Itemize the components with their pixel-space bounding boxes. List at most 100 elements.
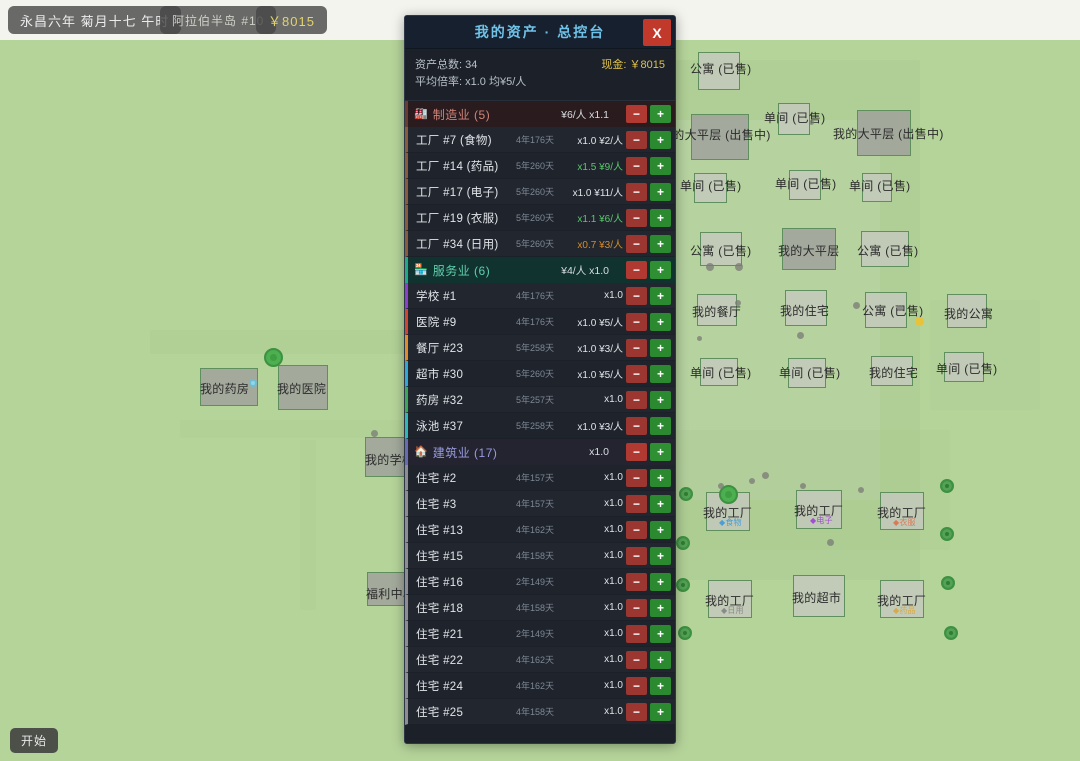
map-building-plot[interactable] [691,114,749,160]
map-building-plot[interactable] [700,358,738,386]
map-node-marker[interactable] [944,626,958,640]
asset-row[interactable]: 学校 #1 4年176天 x1.0− + [405,283,675,309]
asset-decrease-button[interactable]: − [626,598,647,617]
asset-decrease-button[interactable]: − [626,624,647,643]
section-increase-button[interactable]: + [650,443,671,461]
map-building-plot[interactable] [785,290,827,326]
map-building-plot[interactable] [367,572,409,606]
asset-increase-button[interactable]: + [650,234,671,253]
asset-row[interactable]: 住宅 #18 4年158天 x1.0− + [405,595,675,621]
asset-row[interactable]: 超市 #30 5年260天 x1.0 ¥5/人 − + [405,361,675,387]
asset-decrease-button[interactable]: − [626,676,647,695]
asset-decrease-button[interactable]: − [626,208,647,227]
map-building-plot[interactable] [788,358,826,388]
asset-decrease-button[interactable]: − [626,546,647,565]
map-building-plot[interactable] [782,228,836,270]
asset-row[interactable]: 工厂 #7 (食物) 4年176天 x1.0 ¥2/人 − + [405,127,675,153]
asset-increase-button[interactable]: + [650,520,671,539]
map-node-marker[interactable] [264,348,283,367]
asset-increase-button[interactable]: + [650,546,671,565]
map-node-marker[interactable] [676,536,690,550]
map-node-marker[interactable] [940,527,954,541]
asset-row[interactable]: 药房 #32 5年257天 x1.0− + [405,387,675,413]
asset-increase-button[interactable]: + [650,676,671,695]
asset-increase-button[interactable]: + [650,650,671,669]
asset-increase-button[interactable]: + [650,364,671,383]
asset-row[interactable]: 医院 #9 4年176天 x1.0 ¥5/人 − + [405,309,675,335]
asset-increase-button[interactable]: + [650,494,671,513]
asset-decrease-button[interactable]: − [626,286,647,305]
section-increase-button[interactable]: + [650,105,671,123]
asset-row[interactable]: 泳池 #37 5年258天 x1.0 ¥3/人 − + [405,413,675,439]
asset-decrease-button[interactable]: − [626,416,647,435]
asset-row[interactable]: 住宅 #25 4年158天 x1.0− + [405,699,675,725]
map-building-plot[interactable] [200,368,258,406]
asset-row[interactable]: 住宅 #24 4年162天 x1.0− + [405,673,675,699]
map-building-plot[interactable] [944,352,984,382]
asset-row[interactable]: 住宅 #15 4年158天 x1.0− + [405,543,675,569]
asset-row[interactable]: 住宅 #22 4年162天 x1.0− + [405,647,675,673]
map-building-plot[interactable] [857,110,911,156]
asset-increase-button[interactable]: + [650,338,671,357]
asset-decrease-button[interactable]: − [626,156,647,175]
close-icon[interactable]: X [643,19,671,46]
section-header-services[interactable]: 🏪 服务业 (6) ¥4/人 x1.0 − + [405,257,675,283]
asset-row[interactable]: 住宅 #16 2年149天 x1.0− + [405,569,675,595]
map-node-marker[interactable] [940,479,954,493]
map-building-plot[interactable] [880,580,924,618]
asset-increase-button[interactable]: + [650,156,671,175]
asset-decrease-button[interactable]: − [626,234,647,253]
map-building-plot[interactable] [694,173,727,203]
section-increase-button[interactable]: + [650,261,671,279]
map-building-plot[interactable] [708,580,752,618]
asset-increase-button[interactable]: + [650,286,671,305]
asset-row[interactable]: 住宅 #2 4年157天 x1.0− + [405,465,675,491]
map-building-plot[interactable] [278,365,328,410]
map-building-plot[interactable] [796,490,842,529]
map-building-plot[interactable] [697,294,737,326]
map-node-marker[interactable] [915,317,924,326]
map-building-plot[interactable] [862,173,892,202]
map-building-plot[interactable] [698,52,740,90]
asset-row[interactable]: 工厂 #34 (日用) 5年260天 x0.7 ¥3/人 − + [405,231,675,257]
asset-increase-button[interactable]: + [650,390,671,409]
asset-decrease-button[interactable]: − [626,182,647,201]
asset-decrease-button[interactable]: − [626,520,647,539]
asset-increase-button[interactable]: + [650,468,671,487]
asset-increase-button[interactable]: + [650,572,671,591]
panel-scroll-area[interactable]: 🏭 制造业 (5) ¥6/人 x1.1− + 工厂 #7 (食物) 4年176天 x1.0 … [405,101,675,743]
map-building-plot[interactable] [789,170,821,200]
map-building-plot[interactable] [793,575,845,617]
section-decrease-button[interactable]: − [626,105,647,123]
asset-decrease-button[interactable]: − [626,390,647,409]
asset-increase-button[interactable]: + [650,702,671,721]
map-building-plot[interactable] [778,103,810,135]
map-node-marker[interactable] [676,578,690,592]
asset-increase-button[interactable]: + [650,130,671,149]
map-node-marker[interactable] [719,485,738,504]
asset-decrease-button[interactable]: − [626,572,647,591]
map-node-marker[interactable] [941,576,955,590]
asset-row[interactable]: 工厂 #17 (电子) 5年260天 x1.0 ¥11/人 − + [405,179,675,205]
asset-increase-button[interactable]: + [650,312,671,331]
section-decrease-button[interactable]: − [626,443,647,461]
asset-increase-button[interactable]: + [650,598,671,617]
map-node-marker[interactable] [678,626,692,640]
map-building-plot[interactable] [861,231,909,267]
asset-decrease-button[interactable]: − [626,312,647,331]
asset-row[interactable]: 住宅 #3 4年157天 x1.0− + [405,491,675,517]
asset-decrease-button[interactable]: − [626,494,647,513]
asset-row[interactable]: 住宅 #21 2年149天 x1.0− + [405,621,675,647]
map-building-plot[interactable] [365,437,409,477]
map-building-plot[interactable] [700,232,742,266]
asset-increase-button[interactable]: + [650,182,671,201]
asset-increase-button[interactable]: + [650,416,671,435]
asset-decrease-button[interactable]: − [626,338,647,357]
map-node-marker[interactable] [679,487,693,501]
map-building-plot[interactable] [871,356,913,386]
asset-decrease-button[interactable]: − [626,468,647,487]
map-building-plot[interactable] [880,492,924,530]
asset-row[interactable]: 工厂 #14 (药品) 5年260天 x1.5 ¥9/人 − + [405,153,675,179]
asset-increase-button[interactable]: + [650,208,671,227]
section-decrease-button[interactable]: − [626,261,647,279]
